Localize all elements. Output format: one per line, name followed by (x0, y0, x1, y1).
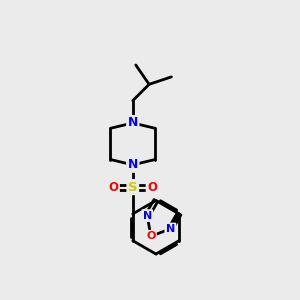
Text: O: O (147, 181, 157, 194)
Text: N: N (166, 224, 175, 234)
Text: O: O (109, 181, 118, 194)
Text: S: S (128, 181, 138, 194)
Text: N: N (142, 211, 152, 220)
Text: N: N (128, 158, 138, 171)
Text: O: O (146, 231, 155, 241)
Text: N: N (128, 116, 138, 130)
